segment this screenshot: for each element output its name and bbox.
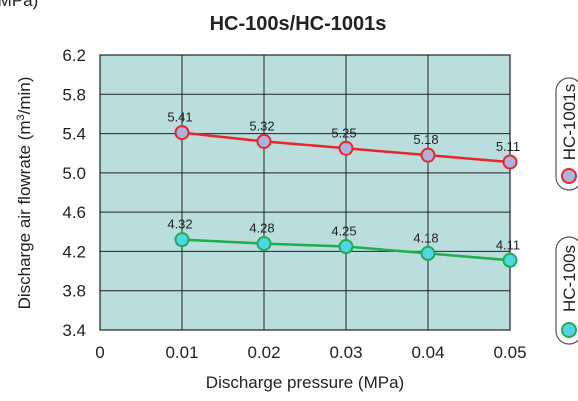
- x-axis-label: Discharge pressure (MPa): [206, 373, 404, 392]
- x-tick-labels: 0 0.01 0.02 0.03 0.04 0.05: [95, 343, 526, 362]
- chart-title: HC-100s/HC-1001s: [210, 13, 387, 35]
- data-label: 5.25: [331, 125, 356, 140]
- data-point: [256, 236, 272, 252]
- y-tick-label: 5.4: [62, 125, 86, 144]
- legend-label: HC-100s: [560, 245, 578, 312]
- data-label: 4.18: [413, 230, 438, 245]
- legend-label: HC-1001s: [560, 84, 578, 161]
- y-axis-label: Discharge air flowrate (m3/min): [15, 77, 34, 310]
- data-label: 4.11: [496, 237, 520, 252]
- y-tick-label: 4.6: [62, 203, 86, 222]
- x-tick-label: 0.03: [329, 343, 362, 362]
- x-tick-label: 0: [95, 343, 104, 362]
- legend-marker: [561, 168, 577, 184]
- y-tick-label: 3.4: [62, 321, 86, 340]
- legend-item-hc-1001s: HC-1001s: [555, 77, 578, 191]
- data-point: [502, 252, 518, 268]
- data-point: [420, 147, 436, 163]
- y-tick-label: 3.8: [62, 282, 86, 301]
- data-point: [174, 232, 190, 248]
- y-tick-label: 5.0: [62, 164, 86, 183]
- y-tick-label: 6.2: [62, 46, 86, 65]
- legend-item-hc-100s: HC-100s: [555, 236, 578, 345]
- legend: HC-1001s HC-100s: [555, 77, 578, 345]
- series-hc-100s: 4.32 4.28 4.25 4.18 4.11: [167, 217, 520, 268]
- data-point: [420, 245, 436, 261]
- data-label: 5.41: [167, 110, 192, 125]
- data-point: [174, 125, 190, 141]
- data-label: 4.25: [331, 224, 356, 239]
- x-tick-label: 0.04: [411, 343, 444, 362]
- y-tick-labels: 3.4 3.8 4.2 4.6 5.0 5.4 5.8 6.2: [62, 46, 86, 340]
- data-label: 5.11: [496, 139, 520, 154]
- data-label: 4.28: [249, 221, 274, 236]
- legend-pill: [555, 77, 578, 191]
- series-hc-1001s: 5.41 5.32 5.25 5.18 5.11: [167, 110, 520, 170]
- data-point: [338, 140, 354, 156]
- grid: [100, 55, 510, 330]
- x-tick-label: 0.01: [165, 343, 198, 362]
- data-point: [502, 154, 518, 170]
- y-tick-label: 4.2: [62, 242, 86, 261]
- series-layer: 5.41 5.32 5.25 5.18 5.11 4.32 4.28 4.25 4.18 4.11: [167, 110, 520, 268]
- y-tick-label: 5.8: [62, 85, 86, 104]
- data-label: 4.32: [167, 217, 192, 232]
- plot-area: [99, 54, 511, 331]
- x-tick-label: 0.02: [247, 343, 280, 362]
- x-tick-label: 0.05: [493, 343, 526, 362]
- legend-pill: [555, 236, 578, 345]
- data-point: [338, 239, 354, 255]
- data-label: 5.18: [413, 132, 438, 147]
- data-point: [256, 133, 272, 149]
- unit-fragment: (MPa): [0, 0, 38, 10]
- data-label: 5.32: [249, 118, 274, 133]
- legend-marker: [561, 322, 577, 338]
